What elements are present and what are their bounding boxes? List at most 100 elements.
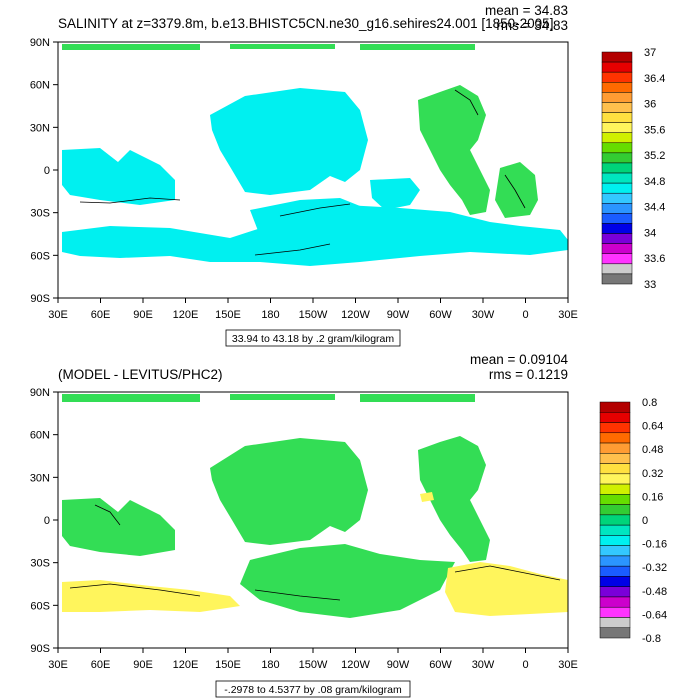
colorbar-swatch [601, 142, 633, 154]
y-tick-label: 0 [44, 515, 50, 527]
colorbar-swatch [599, 463, 631, 475]
y-tick-label: 60S [30, 600, 50, 612]
colorbar-swatch [599, 576, 631, 587]
pacific-basin [210, 88, 368, 195]
y-tick-label: 90S [30, 643, 50, 655]
colorbar-label: 35.6 [644, 124, 665, 136]
colorbar-label: 0.32 [642, 468, 663, 480]
y-tick-label: 30N [30, 472, 50, 484]
colorbar-label: 36 [644, 99, 656, 111]
y-tick-label: 60S [30, 250, 50, 262]
atlantic-ocean [418, 85, 490, 215]
colorbar-label: 0.64 [642, 421, 663, 433]
y-tick-label: 30S [30, 208, 50, 220]
pacific-basin [210, 438, 368, 545]
x-tick-label: 60E [91, 309, 111, 321]
colorbar-label: 36.4 [644, 73, 665, 85]
colorbar-label: -0.8 [642, 633, 661, 645]
colorbar-swatch [601, 192, 633, 204]
colorbar-swatch [599, 473, 631, 485]
colorbar-swatch [599, 627, 631, 639]
y-tick-label: 90N [30, 387, 50, 399]
colorbar-swatch [599, 422, 631, 434]
colorbar: 37 36.4 36 35.6 35.2 34.8 34.4 34 33.6 33 [601, 47, 665, 291]
contour-line [94, 504, 341, 601]
colorbar-swatch [599, 565, 631, 577]
x-tick-label: 150E [215, 309, 241, 321]
mean-label: mean = 34.83 [485, 3, 568, 18]
colorbar-swatch [599, 483, 631, 495]
rms-label: rms = 34.83 [496, 18, 568, 33]
south-pacific [250, 198, 360, 236]
southern-ocean-positive [62, 580, 240, 612]
contour-line [454, 89, 526, 209]
x-tick-label: 60E [91, 659, 111, 671]
y-tick-label: 30S [30, 558, 50, 570]
x-tick-label: 120E [173, 659, 199, 671]
colorbar-swatch [599, 555, 631, 567]
colorbar-swatch [599, 535, 631, 546]
caption-text: 33.94 to 43.18 by .2 gram/kilogram [232, 333, 395, 345]
atlantic-ocean [418, 436, 490, 562]
colorbar-swatch [599, 494, 631, 505]
colorbar-swatch [599, 514, 631, 526]
contour-line [69, 565, 561, 597]
colorbar-swatch [601, 263, 633, 275]
map-field [62, 44, 568, 266]
arctic-strip [62, 44, 475, 50]
colorbar-label: 0.48 [642, 444, 663, 456]
colorbar-swatch [599, 401, 631, 413]
colorbar-swatch [601, 253, 633, 265]
colorbar-swatch [599, 617, 631, 628]
colorbar-label: -0.16 [642, 539, 667, 551]
colorbar-swatch [599, 504, 631, 516]
x-tick-label: 150E [215, 659, 241, 671]
panel-title: (MODEL - LEVITUS/PHC2) [58, 367, 223, 382]
arctic-strip [62, 394, 475, 402]
colorbar-swatch [599, 586, 631, 598]
colorbar-swatch [601, 223, 633, 234]
x-tick-label: 30E [48, 659, 68, 671]
x-tick-label: 60W [429, 309, 452, 321]
colorbar-label: 34.4 [644, 202, 665, 214]
x-tick-label: 90W [387, 659, 410, 671]
colorbar-swatch [601, 162, 633, 174]
colorbar-swatch [601, 61, 633, 73]
colorbar-label: 0.16 [642, 491, 663, 503]
axis-ticks: 30E 60E 90E 120E 150E 180 150W 120W 90W 60W 30W 0 30… [30, 37, 578, 321]
colorbar-label: 37 [644, 47, 656, 59]
x-tick-label: 0 [522, 309, 528, 321]
map-field [62, 394, 568, 618]
colorbar-label: 0.8 [642, 397, 657, 409]
southern-ocean [62, 205, 568, 266]
colorbar-swatch [601, 92, 633, 103]
colorbar-swatch [601, 172, 633, 184]
indian-ocean [62, 148, 175, 205]
colorbar-swatch [599, 412, 631, 423]
indian-ocean [62, 498, 175, 556]
pacific-equator-positive [420, 492, 434, 502]
colorbar-swatch [599, 606, 631, 618]
x-tick-label: 120E [173, 309, 199, 321]
x-tick-label: 150W [299, 659, 328, 671]
colorbar-swatch [601, 182, 633, 194]
x-tick-label: 30W [472, 659, 495, 671]
colorbar-swatch [601, 132, 633, 144]
colorbar-swatch [599, 432, 631, 444]
south-atlantic-positive [445, 562, 568, 616]
y-tick-label: 60N [30, 430, 50, 442]
x-tick-label: 30W [472, 309, 495, 321]
east-pacific [370, 178, 420, 210]
caption-text: -.2978 to 4.5377 by .08 gram/kilogram [224, 684, 402, 696]
caption-box: -.2978 to 4.5377 by .08 gram/kilogram [215, 680, 411, 698]
x-tick-label: 150W [299, 309, 328, 321]
x-tick-label: 30E [558, 309, 578, 321]
colorbar-swatch [601, 243, 633, 254]
y-tick-label: 90N [30, 37, 50, 49]
x-tick-label: 180 [261, 309, 279, 321]
colorbar-swatch [601, 213, 633, 224]
axis-ticks: 30E 60E 90E 120E 150E 180 150W 120W 90W 60W 30W 0 30… [30, 387, 578, 671]
x-tick-label: 30E [48, 309, 68, 321]
colorbar-label: -0.32 [642, 562, 667, 574]
colorbar-label: 35.2 [644, 150, 665, 162]
